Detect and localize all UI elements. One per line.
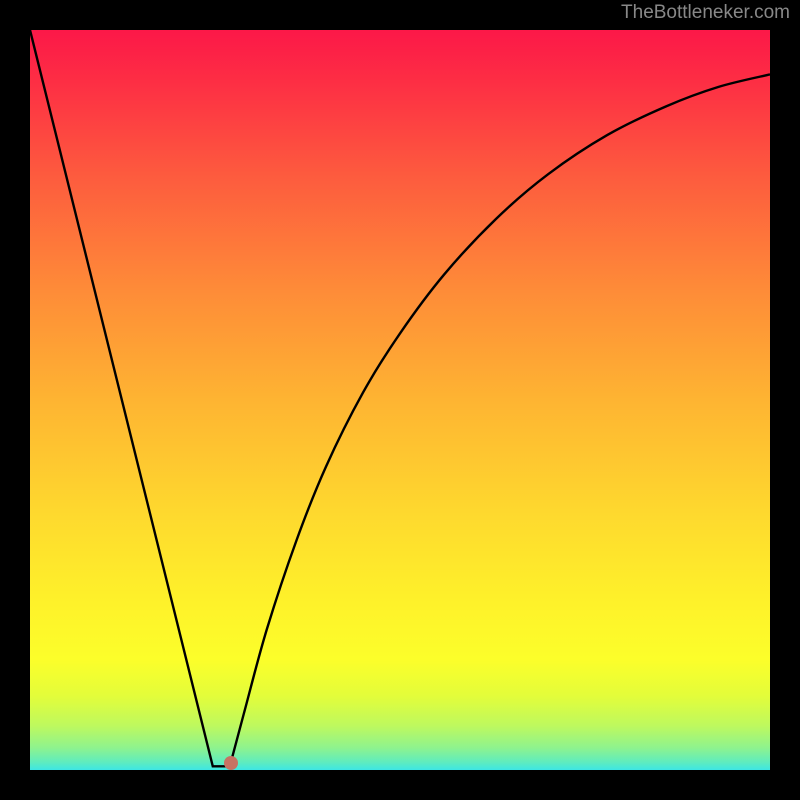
minimum-marker — [224, 756, 238, 770]
attribution-text: TheBottleneker.com — [621, 2, 790, 24]
curve-svg — [30, 30, 770, 770]
plot-area — [30, 30, 770, 770]
